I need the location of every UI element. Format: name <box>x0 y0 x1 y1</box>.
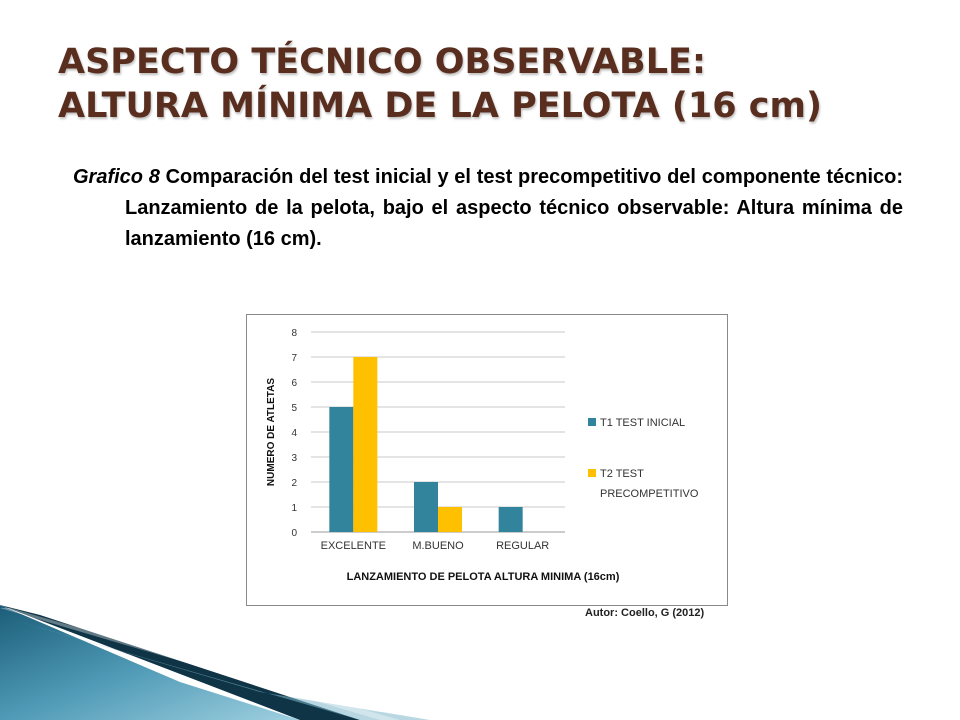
y-tick-label: 7 <box>291 353 297 364</box>
legend-label-t2-line2: PRECOMPETITIVO <box>600 488 699 500</box>
legend-swatch-t1 <box>588 418 596 426</box>
y-tick-label: 1 <box>291 503 297 514</box>
slide-title: ASPECTO TÉCNICO OBSERVABLE: ALTURA MÍNIM… <box>58 40 918 128</box>
y-tick-label: 3 <box>291 453 297 464</box>
bar <box>438 507 462 532</box>
bar <box>353 357 378 532</box>
figure-caption: Grafico 8 Comparación del test inicial y… <box>73 162 903 255</box>
caption-text: Comparación del test inicial y el test p… <box>125 166 904 250</box>
y-tick-label: 2 <box>291 478 297 489</box>
y-tick-label: 4 <box>291 428 297 439</box>
bar <box>329 407 354 532</box>
y-axis-title: NUMERO DE ATLETAS <box>266 378 277 486</box>
x-tick-label: REGULAR <box>496 540 549 552</box>
legend-label-t1: T1 TEST INICIAL <box>600 417 685 429</box>
bar-chart: 0 1 2 3 4 5 6 7 8 EXCELENTE M.BUENO REGULAR LANZAMIE… <box>266 328 699 583</box>
title-line-1: ASPECTO TÉCNICO OBSERVABLE: <box>58 42 706 82</box>
x-tick-label: EXCELENTE <box>321 540 386 552</box>
y-tick-label: 5 <box>291 403 297 414</box>
caption-label: Grafico 8 <box>73 166 160 188</box>
title-line-2: ALTURA MÍNIMA DE LA PELOTA (16 cm) <box>58 86 823 126</box>
chart-container: 0 1 2 3 4 5 6 7 8 EXCELENTE M.BUENO REGULAR LANZAMIE… <box>246 314 728 606</box>
y-tick-label: 8 <box>291 328 297 339</box>
x-axis-title: LANZAMIENTO DE PELOTA ALTURA MINIMA (16c… <box>347 571 620 583</box>
legend-swatch-t2 <box>588 469 596 477</box>
decorative-swoosh <box>0 605 430 720</box>
author-credit: Autor: Coello, G (2012) <box>585 607 705 619</box>
x-tick-label: M.BUENO <box>412 540 464 552</box>
y-tick-label: 6 <box>291 378 297 389</box>
legend-label-t2-line1: T2 TEST <box>600 468 644 480</box>
bar <box>414 482 438 532</box>
bar <box>498 507 523 532</box>
y-tick-label: 0 <box>291 528 297 539</box>
